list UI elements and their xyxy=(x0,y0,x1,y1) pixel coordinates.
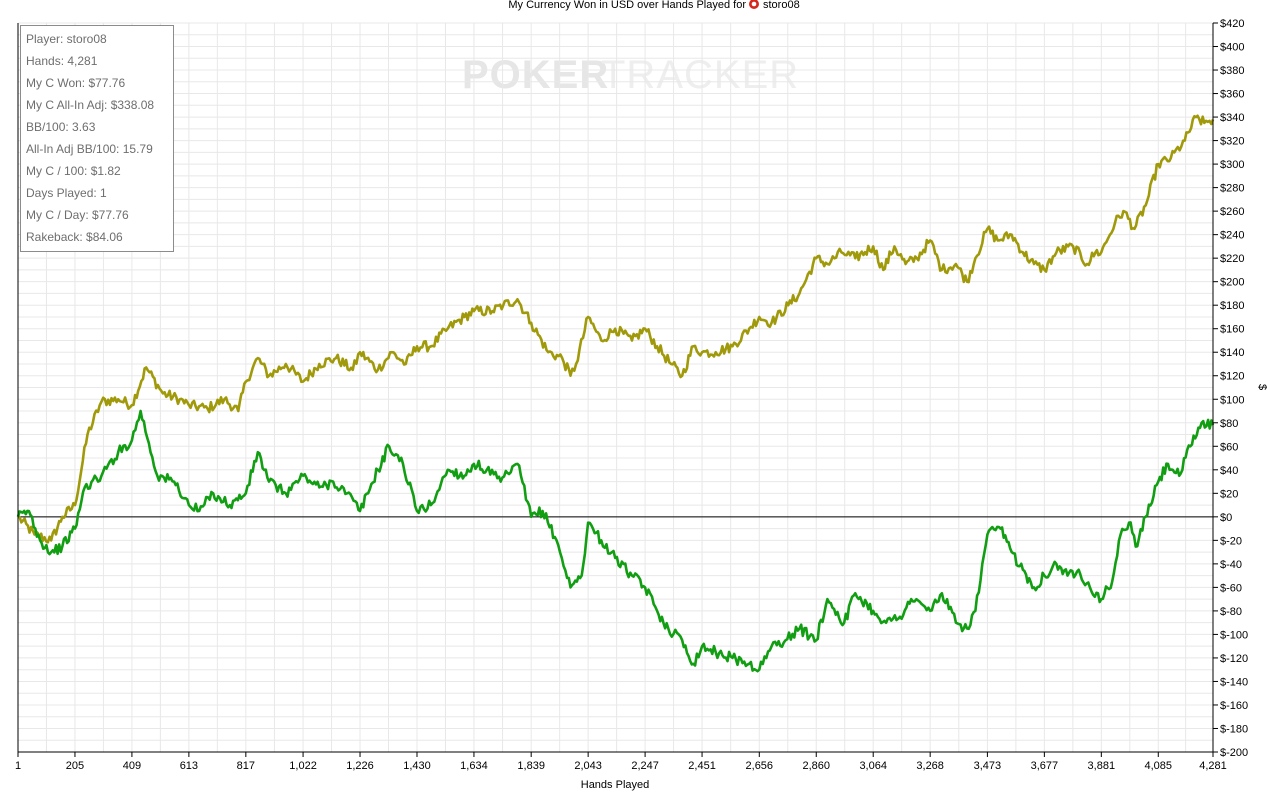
y-axis-label: $ xyxy=(1256,384,1267,390)
y-tick-label: $-100 xyxy=(1220,629,1248,641)
y-tick-label: $-200 xyxy=(1220,747,1248,759)
x-tick-label: 205 xyxy=(66,760,84,772)
chart-title: My Currency Won in USD over Hands Played… xyxy=(508,0,746,11)
watermark-poker: POKER xyxy=(462,53,609,97)
y-tick-label: $260 xyxy=(1220,206,1244,218)
x-tick-label: 409 xyxy=(123,760,141,772)
y-tick-label: $-140 xyxy=(1220,676,1248,688)
y-tick-label: $40 xyxy=(1220,465,1238,477)
chart-title-group: My Currency Won in USD over Hands Played… xyxy=(508,0,800,11)
y-tick-label: $300 xyxy=(1220,159,1244,171)
x-tick-label: 3,881 xyxy=(1088,760,1116,772)
y-axis-ticks: $420 $400 $380 $360 $340 $320 $300 $280 $260 $240… xyxy=(1213,18,1248,759)
stat-all-in-adj-bb-100: All-In Adj BB/100: 15.79 xyxy=(26,142,153,156)
y-tick-label: $140 xyxy=(1220,347,1244,359)
y-tick-label: $100 xyxy=(1220,394,1244,406)
stat-hands: Hands: 4,281 xyxy=(26,54,98,68)
y-tick-label: $20 xyxy=(1220,488,1238,500)
x-tick-label: 3,064 xyxy=(859,760,887,772)
stat-currency-per-100: My C / 100: $1.82 xyxy=(26,164,121,178)
y-tick-label: $-60 xyxy=(1220,582,1242,594)
y-tick-label: $-80 xyxy=(1220,606,1242,618)
y-tick-label: $380 xyxy=(1220,65,1244,77)
x-axis-label: Hands Played xyxy=(581,779,650,791)
x-tick-label: 3,473 xyxy=(974,760,1002,772)
y-tick-label: $80 xyxy=(1220,418,1238,430)
stat-player: Player: storo08 xyxy=(26,32,107,46)
y-tick-label: $-180 xyxy=(1220,723,1248,735)
stat-days-played: Days Played: 1 xyxy=(26,186,107,200)
series-lines xyxy=(16,114,1215,673)
x-tick-label: 1,839 xyxy=(517,760,545,772)
x-tick-label: 2,043 xyxy=(574,760,602,772)
y-tick-label: $160 xyxy=(1220,324,1244,336)
x-tick-label: 2,860 xyxy=(802,760,830,772)
y-tick-label: $420 xyxy=(1220,18,1244,30)
x-tick-label: 817 xyxy=(237,760,255,772)
poker-chip-icon xyxy=(749,0,759,9)
stat-rakeback: Rakeback: $84.06 xyxy=(26,230,123,244)
y-tick-label: $-160 xyxy=(1220,700,1248,712)
x-tick-label: 4,085 xyxy=(1145,760,1173,772)
series-line-0 xyxy=(17,114,1215,544)
x-tick-label: 2,247 xyxy=(631,760,659,772)
x-tick-label: 1 xyxy=(15,760,21,772)
x-tick-label: 3,268 xyxy=(916,760,944,772)
stat-won: My C Won: $77.76 xyxy=(26,76,126,90)
x-tick-label: 1,634 xyxy=(460,760,488,772)
y-tick-label: $-120 xyxy=(1220,653,1248,665)
x-tick-label: 613 xyxy=(180,760,198,772)
y-tick-label: $180 xyxy=(1220,300,1244,312)
watermark-tracker: TRACKER xyxy=(601,53,799,97)
y-tick-label: $60 xyxy=(1220,441,1238,453)
watermark-logo: POKER TRACKER xyxy=(462,53,799,97)
x-tick-label: 4,281 xyxy=(1199,760,1227,772)
y-tick-label: $0 xyxy=(1220,512,1232,524)
x-tick-label: 3,677 xyxy=(1031,760,1059,772)
x-tick-label: 1,226 xyxy=(346,760,374,772)
x-tick-label: 1,022 xyxy=(289,760,317,772)
y-tick-label: $220 xyxy=(1220,253,1244,265)
axes xyxy=(17,23,1214,753)
stat-bb-100: BB/100: 3.63 xyxy=(26,120,96,134)
series-line-1 xyxy=(16,409,1215,673)
x-tick-label: 1,430 xyxy=(403,760,431,772)
y-tick-label: $340 xyxy=(1220,112,1244,124)
y-tick-label: $280 xyxy=(1220,183,1244,195)
stat-all-in-adj: My C All-In Adj: $338.08 xyxy=(26,98,155,112)
y-tick-label: $120 xyxy=(1220,371,1244,383)
grid xyxy=(17,22,1214,753)
y-tick-label: $240 xyxy=(1220,230,1244,242)
y-tick-label: $320 xyxy=(1220,136,1244,148)
chart-player-name: storo08 xyxy=(763,0,800,11)
y-tick-label: $200 xyxy=(1220,277,1244,289)
y-tick-label: $400 xyxy=(1220,42,1244,54)
y-tick-label: $360 xyxy=(1220,89,1244,101)
y-tick-label: $-40 xyxy=(1220,559,1242,571)
stat-currency-per-day: My C / Day: $77.76 xyxy=(26,208,129,222)
x-tick-label: 2,451 xyxy=(688,760,716,772)
x-tick-label: 2,656 xyxy=(746,760,774,772)
stats-box: Player: storo08 Hands: 4,281 My C Won: $… xyxy=(20,25,174,252)
x-axis-ticks: 1 205 409 613 817 1,022 1,226 1,430 1,634 1,839 2,… xyxy=(15,752,1227,772)
y-tick-label: $-20 xyxy=(1220,535,1242,547)
